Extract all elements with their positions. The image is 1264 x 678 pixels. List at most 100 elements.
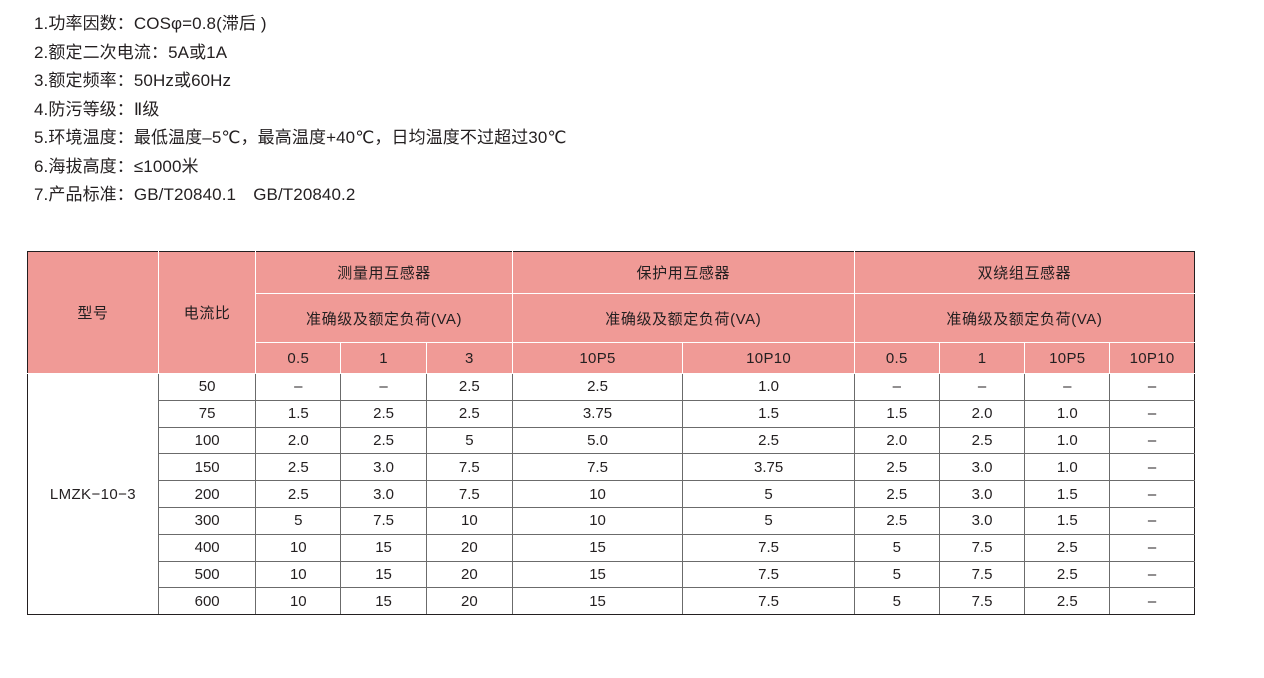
cell-value: 2.5	[340, 399, 427, 428]
table-row: 100 2.0 2.5 5 5.0 2.5 2.0 2.5 1.0–	[28, 426, 1195, 455]
spec-line-secondary-current: 2.额定二次电流：5A或1A	[34, 42, 228, 62]
cell-value: –	[1109, 480, 1195, 508]
cell-value: 20	[425, 587, 513, 616]
cell-value: 20	[425, 533, 513, 562]
cell-value: 5	[425, 426, 513, 455]
cell-current-ratio: 400	[157, 533, 257, 562]
transformer-spec-table: 型号 电流比 测量用互感器 保护用互感器 双绕组互感器 准确级及额定负荷(VA)…	[27, 251, 1196, 616]
cell-value: 5	[853, 587, 940, 616]
cell-current-ratio: 50	[157, 373, 257, 401]
cell-value: 2.5	[853, 480, 940, 508]
cell-value: 7.5	[938, 560, 1026, 589]
cell-value: 10	[425, 506, 513, 535]
cell-value: 5	[255, 506, 342, 535]
cell-current-ratio: 200	[157, 480, 257, 508]
cell-value: 3.0	[938, 506, 1026, 535]
cell-value: 10	[255, 533, 342, 562]
header-col-m-1: 1	[340, 342, 427, 374]
cell-value: 2.0	[853, 426, 940, 455]
cell-current-ratio: 600	[157, 587, 257, 616]
header-col-p-10p5: 10P5	[511, 342, 684, 374]
cell-value: 7.5	[682, 560, 855, 589]
cell-value: 3.0	[340, 453, 427, 482]
header-group-dual-winding: 双绕组互感器	[853, 251, 1196, 294]
cell-model: LMZK−10−3	[27, 372, 159, 616]
cell-value: 7.5	[425, 453, 513, 482]
spec-line-standard: 7.产品标准：GB/T20840.1 GB/T20840.2	[34, 185, 356, 204]
cell-value: 7.5	[511, 453, 684, 482]
cell-value: –	[853, 373, 940, 401]
cell-value: 1.0	[682, 373, 855, 401]
header-sub-protection: 准确级及额定负荷(VA)	[511, 293, 855, 343]
header-col-m-0p5: 0.5	[255, 342, 342, 374]
header-current-ratio: 电流比	[157, 251, 257, 374]
cell-value: 2.5	[511, 373, 684, 401]
cell-value: 2.5	[938, 426, 1026, 455]
cell-value: 2.5	[1024, 560, 1111, 589]
cell-value: 2.0	[255, 426, 342, 455]
cell-value: 2.5	[425, 399, 513, 428]
cell-current-ratio: 150	[157, 453, 257, 482]
cell-value: 5	[853, 533, 940, 562]
cell-value: 10	[255, 560, 342, 589]
specification-list: 1.功率因数：COSφ=0.8(滞后 ) 2.额定二次电流：5A或1A 3.额定…	[34, 10, 1134, 210]
header-group-protection: 保护用互感器	[511, 251, 855, 294]
cell-value: 15	[511, 587, 684, 616]
cell-value: 2.5	[1024, 587, 1111, 616]
spec-line-frequency: 3.额定频率：50Hz或60Hz	[34, 71, 232, 90]
table-row: 600 10 15 20 15 7.5 5 7.5 2.5–	[28, 587, 1195, 616]
cell-value: –	[1109, 587, 1195, 616]
table-header: 型号 电流比 测量用互感器 保护用互感器 双绕组互感器 准确级及额定负荷(VA)…	[27, 251, 1196, 374]
header-sub-measurement: 准确级及额定负荷(VA)	[255, 293, 513, 343]
cell-value: 3.75	[682, 453, 855, 482]
cell-value: 1.5	[1024, 480, 1111, 508]
cell-value: 10	[255, 587, 342, 616]
table-row: 500 10 15 20 15 7.5 5 7.5 2.5–	[28, 560, 1195, 589]
cell-value: 7.5	[682, 533, 855, 562]
cell-value: –	[1109, 506, 1195, 535]
header-col-m-3: 3	[425, 342, 513, 374]
cell-value: 7.5	[938, 587, 1026, 616]
cell-value: 2.5	[1024, 533, 1111, 562]
cell-value: –	[255, 373, 342, 401]
cell-value: 3.0	[340, 480, 427, 508]
cell-value: –	[1109, 560, 1195, 589]
cell-value: –	[1024, 373, 1111, 401]
cell-value: 2.5	[255, 480, 342, 508]
transformer-spec-table-wrapper: 型号 电流比 测量用互感器 保护用互感器 双绕组互感器 准确级及额定负荷(VA)…	[27, 251, 1196, 616]
table-row: 200 2.5 3.0 7.5 10 5 2.5 3.0 1.5–	[28, 480, 1195, 508]
cell-value: 20	[425, 560, 513, 589]
cell-value: 15	[340, 533, 427, 562]
header-col-d-10p10: 10P10	[1109, 342, 1195, 374]
table-row: 400 10 15 20 15 7.5 5 7.5 2.5–	[28, 533, 1195, 562]
cell-value: 7.5	[682, 587, 855, 616]
cell-value: 10	[511, 480, 684, 508]
cell-value: 5	[682, 480, 855, 508]
cell-value: –	[1109, 426, 1195, 455]
header-row-group-subtitles: 准确级及额定负荷(VA) 准确级及额定负荷(VA) 准确级及额定负荷(VA)	[28, 293, 1196, 343]
cell-value: 1.0	[1024, 453, 1111, 482]
cell-value: 1.5	[255, 399, 342, 428]
cell-value: 1.5	[853, 399, 940, 428]
cell-value: 7.5	[340, 506, 427, 535]
cell-value: 15	[340, 560, 427, 589]
header-col-p-10p10: 10P10	[682, 342, 855, 374]
cell-value: –	[340, 373, 427, 401]
cell-value: 7.5	[425, 480, 513, 508]
cell-value: 15	[340, 587, 427, 616]
header-row-columns: 0.5 1 3 10P5 10P10 0.5 1 10P5 10P10	[28, 342, 1195, 374]
table-body: LMZK−10−3 50– –2.5 2.5 1.0– – – –75 1.5 2.5 2.5 3.7…	[27, 372, 1195, 616]
table-row: 150 2.5 3.0 7.5 7.5 3.75 2.5 3.0 1.0–	[28, 453, 1195, 482]
cell-value: 3.0	[938, 453, 1026, 482]
cell-value: –	[1109, 533, 1195, 562]
cell-current-ratio: 500	[157, 560, 257, 589]
spec-line-pollution-level: 4.防污等级：Ⅱ级	[34, 99, 160, 119]
table-row: 300 5 7.5 10 10 5 2.5 3.0 1.5–	[28, 506, 1195, 535]
cell-value: 2.5	[255, 453, 342, 482]
cell-value: 2.5	[340, 426, 427, 455]
spec-line-altitude: 6.海拔高度：≤1000米	[34, 156, 199, 176]
cell-value: 2.5	[853, 506, 940, 535]
header-col-d-1: 1	[938, 342, 1026, 374]
cell-value: –	[1109, 399, 1195, 428]
cell-value: 2.5	[853, 453, 940, 482]
